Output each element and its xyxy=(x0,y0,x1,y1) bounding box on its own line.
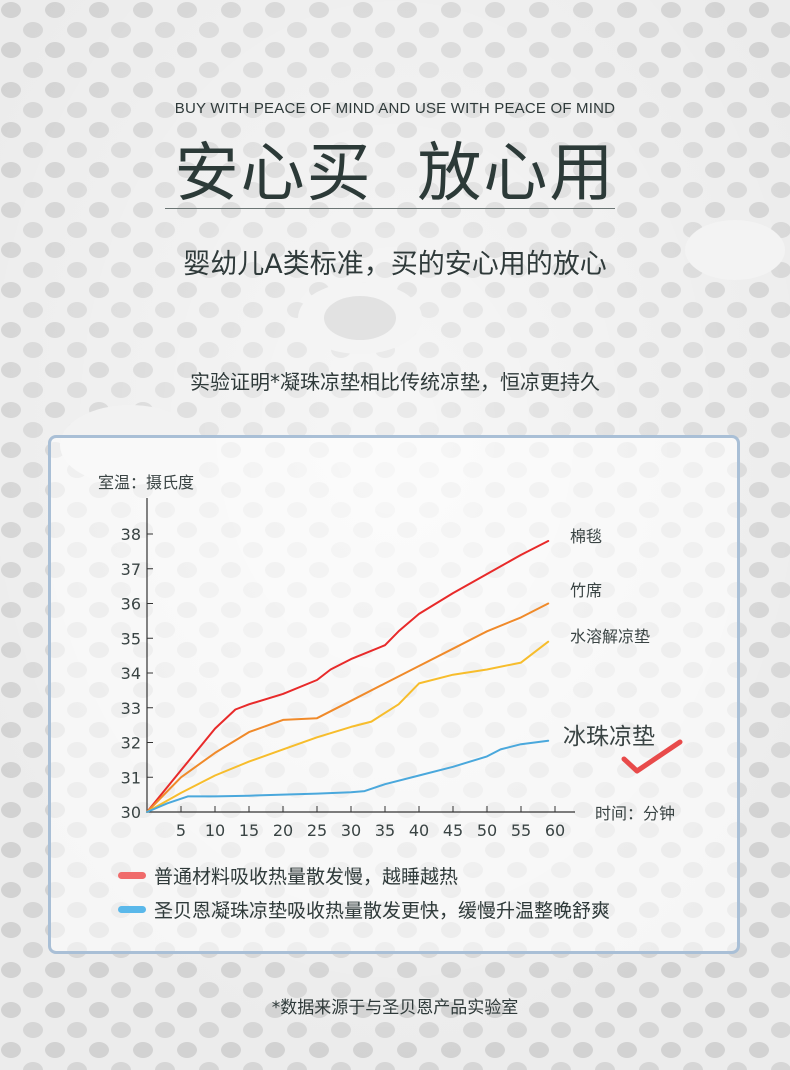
x-tick-label: 10 xyxy=(205,821,225,840)
y-tick-label: 34 xyxy=(121,664,141,683)
chart-card xyxy=(48,435,740,954)
experiment-intro: 实验证明*凝珠凉垫相比传统凉垫，恒凉更持久 xyxy=(190,370,600,394)
series-label-棉毯: 棉毯 xyxy=(570,527,602,546)
subtitle: 婴幼儿A类标准，买的安心用的放心 xyxy=(183,249,607,280)
series-line-棉毯 xyxy=(146,540,550,813)
legend-label-red: 普通材料吸收热量散发慢，越睡越热 xyxy=(154,866,459,888)
check-mark-icon xyxy=(621,739,683,774)
x-tick-label: 35 xyxy=(375,821,395,840)
title-divider xyxy=(165,208,615,209)
y-tick-label: 30 xyxy=(121,803,141,822)
y-tick-label: 33 xyxy=(121,699,141,718)
series-label-竹席: 竹席 xyxy=(570,581,602,600)
series-lines xyxy=(146,540,550,813)
legend-item-blue: 圣贝恩凝珠凉垫吸收热量散发更快，缓慢升温整晚舒爽 xyxy=(118,896,610,923)
y-axis-label: 室温：摄氏度 xyxy=(98,473,194,492)
footnote: *数据来源于与圣贝恩产品实验室 xyxy=(271,998,519,1018)
x-tick-label: 60 xyxy=(545,821,565,840)
x-tick-label: 30 xyxy=(341,821,361,840)
x-tick-label: 45 xyxy=(443,821,463,840)
x-axis-label: 时间：分钟 xyxy=(595,804,675,823)
legend-item-red: 普通材料吸收热量散发慢，越睡越热 xyxy=(118,862,458,889)
page-title: 安心买 放心用 xyxy=(174,137,616,211)
x-tick-label: 20 xyxy=(273,821,293,840)
y-ticks: 30 31 32 33 34 35 36 37 38 xyxy=(121,525,153,822)
y-tick-label: 38 xyxy=(121,525,141,544)
series-label-水溶解凉垫: 水溶解凉垫 xyxy=(570,627,650,646)
legend-swatch-blue xyxy=(118,906,146,913)
x-tick-label: 5 xyxy=(176,821,186,840)
x-tick-label: 50 xyxy=(477,821,497,840)
y-tick-label: 32 xyxy=(121,734,141,753)
series-line-水溶解凉垫 xyxy=(146,640,550,813)
x-tick-label: 55 xyxy=(511,821,531,840)
legend-swatch-red xyxy=(118,872,146,879)
x-tick-label: 40 xyxy=(409,821,429,840)
ice-bead-annotation: 冰珠凉垫 xyxy=(563,724,655,750)
series-line-冰珠凉垫 xyxy=(146,739,550,813)
english-tagline: BUY WITH PEACE OF MIND AND USE WITH PEAC… xyxy=(174,100,616,117)
y-tick-label: 36 xyxy=(121,595,141,614)
y-tick-label: 31 xyxy=(121,768,141,787)
x-ticks: 5 10 15 20 25 30 35 40 45 50 55 60 xyxy=(176,806,565,840)
legend-label-blue: 圣贝恩凝珠凉垫吸收热量散发更快，缓慢升温整晚舒爽 xyxy=(154,900,611,922)
y-tick-label: 35 xyxy=(121,629,141,648)
y-tick-label: 37 xyxy=(121,560,141,579)
x-tick-label: 15 xyxy=(239,821,259,840)
series-line-竹席 xyxy=(146,602,550,813)
x-tick-label: 25 xyxy=(307,821,327,840)
